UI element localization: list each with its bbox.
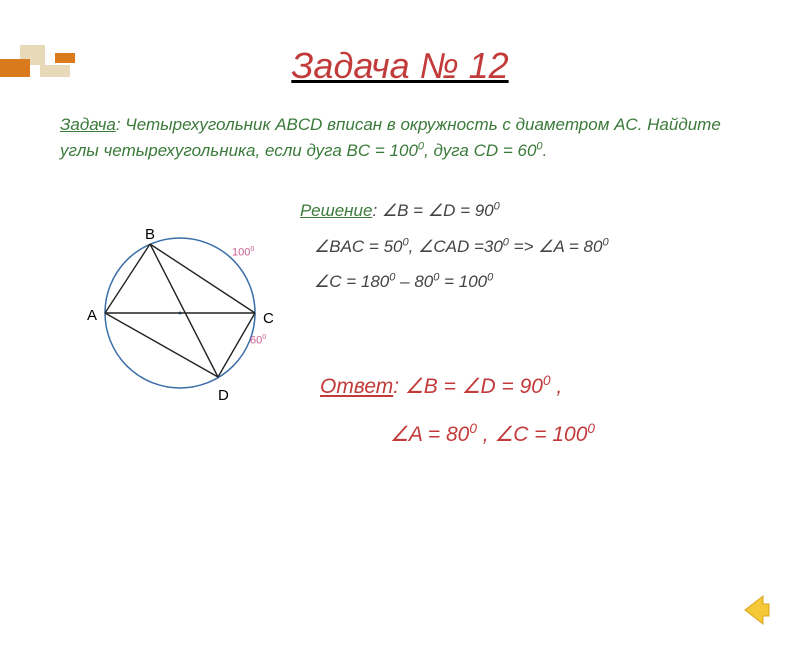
solution-line-3: ∠C = 1800 – 800 = 1000 (300, 264, 760, 300)
title-text: Задача № 12 (291, 45, 508, 86)
answer-line-1: Ответ: ∠B = ∠D = 900 , (320, 363, 595, 411)
point-label-d: D (218, 387, 229, 404)
problem-label: Задача (60, 115, 116, 134)
problem-text-2: , дуга CD = 60 (424, 141, 536, 160)
nav-back-button[interactable] (735, 590, 775, 630)
problem-statement: Задача: Четырехугольник ABCD вписан в ок… (0, 112, 800, 163)
arrow-left-icon (735, 590, 775, 630)
solution-label: Решение (300, 201, 372, 220)
diagram-svg (80, 213, 280, 413)
point-label-a: A (87, 307, 97, 324)
solution-line-2: ∠BAC = 500, ∠CAD =300 => ∠A = 800 (300, 229, 760, 265)
point-label-c: C (263, 310, 274, 327)
geometry-diagram: A B C D 1000 600 (80, 213, 280, 413)
problem-text-1: : Четырехугольник ABCD вписан в окружнос… (60, 115, 721, 160)
corner-decoration (0, 45, 120, 85)
arc-label-cd: 600 (250, 333, 266, 347)
answer-line-2: ∠A = 800 , ∠C = 1000 (320, 411, 595, 459)
arc-label-bc: 1000 (232, 245, 254, 259)
content-area: A B C D 1000 600 Решение: ∠B = ∠D = 900 ∠BA… (0, 193, 800, 513)
answer-block: Ответ: ∠B = ∠D = 900 , ∠A = 800 , ∠C = 1… (320, 363, 595, 460)
quadrilateral (105, 244, 255, 377)
point-label-b: B (145, 226, 155, 243)
solution-block: Решение: ∠B = ∠D = 900 ∠BAC = 500, ∠CAD … (300, 193, 760, 300)
answer-label: Ответ (320, 375, 393, 398)
problem-text-3: . (543, 141, 548, 160)
slide-title: Задача № 12 (0, 45, 800, 87)
solution-line-1: Решение: ∠B = ∠D = 900 (300, 193, 760, 229)
